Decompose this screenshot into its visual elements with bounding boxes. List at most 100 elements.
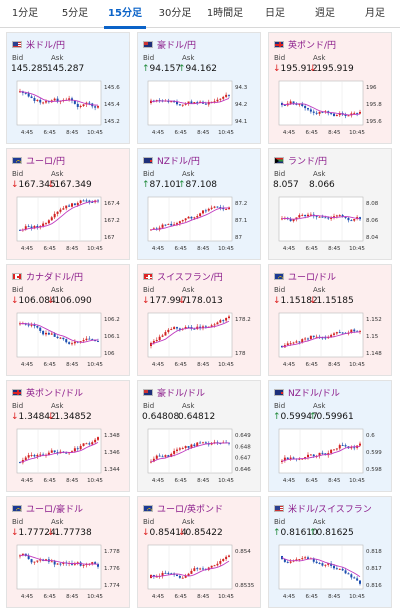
tab-6[interactable]: 日足 — [265, 8, 285, 19]
currency-card[interactable]: 豪ドル/ドル Bid Ask 0.64808 0.64812 0.649 0.648 0.64… — [137, 380, 261, 492]
y-tick-label: 1.346 — [104, 450, 120, 456]
arrow-up-icon: ↑ — [178, 180, 186, 190]
candle-body — [21, 459, 24, 463]
candle-body — [33, 98, 36, 101]
x-tick-label: 6:45 — [305, 478, 318, 484]
moving-average-line — [150, 207, 229, 231]
arrow-up-icon: ↑ — [142, 64, 150, 74]
bid-price: ↓1.77724 — [11, 528, 56, 538]
mini-chart[interactable]: 0.649 0.648 0.647 0.646 4:45 6:45 8:45 10:45 — [142, 427, 258, 489]
candle-body — [178, 328, 181, 330]
currency-card[interactable]: ユーロ/円 Bid Ask ↓167.345 ↓167.349 167.4 167.2 167… — [6, 148, 130, 260]
tab-4[interactable]: 30分足 — [158, 8, 192, 19]
candle-body — [321, 563, 324, 566]
candle-body — [50, 561, 53, 563]
x-tick-label: 8:45 — [66, 130, 79, 136]
candle-body — [324, 337, 327, 339]
mini-chart[interactable]: 1.778 1.776 1.774 4:45 6:45 8:45 10:45 — [11, 543, 127, 605]
mini-chart[interactable]: 196 195.8 195.6 4:45 6:45 8:45 10:45 — [273, 79, 389, 141]
mini-chart[interactable]: 0.854 0.8535 4:45 6:45 8:45 10:45 — [142, 543, 258, 605]
y-tick-label: 87 — [235, 235, 242, 241]
candle-body — [330, 334, 333, 338]
candle-body — [324, 564, 327, 566]
x-tick-label: 8:45 — [66, 478, 79, 484]
mini-chart[interactable]: 1.152 1.15 1.148 4:45 6:45 8:45 10:45 — [273, 311, 389, 373]
candle-body — [181, 447, 184, 449]
x-tick-label: 8:45 — [328, 478, 341, 484]
currency-card[interactable]: スイスフラン/円 Bid Ask ↓177.997 ↓178.013 178.2 178 4:… — [137, 264, 261, 376]
currency-card[interactable]: 米ドル/円 Bid Ask 145.285 145.287 145.6 145.4 145.2… — [6, 32, 130, 144]
currency-card[interactable]: ユーロ/英ポンド Bid Ask ↓0.85414 ↓0.85422 0.854 0.853… — [137, 496, 261, 608]
candle-body — [283, 559, 286, 562]
tab-3[interactable]: 15分足 — [100, 0, 150, 29]
candle-body — [330, 113, 333, 115]
card-title: カナダドル/円 — [12, 270, 125, 283]
ask-value: 178.013 — [185, 296, 223, 306]
candle-body — [335, 448, 338, 450]
candle-body — [283, 105, 286, 106]
mini-chart[interactable]: 145.6 145.4 145.2 4:45 6:45 8:45 10:45 — [11, 79, 127, 141]
candle-body — [176, 574, 178, 577]
currency-card[interactable]: 豪ドル/円 Bid Ask ↑94.157 ↑94.162 94.3 94.2 94.1 4:4… — [137, 32, 261, 144]
tab-1[interactable]: 1分足 — [11, 8, 39, 19]
mini-chart[interactable]: 167.4 167.2 167 4:45 6:45 8:45 10:45 — [11, 195, 127, 257]
candle-body — [204, 326, 207, 328]
mini-chart[interactable]: 8.08 8.06 8.04 4:45 6:45 8:45 10:45 — [273, 195, 389, 257]
tab-8[interactable]: 月足 — [365, 8, 385, 19]
ask-label: Ask — [313, 286, 326, 294]
candle-body — [59, 337, 62, 339]
x-tick-label: 8:45 — [197, 130, 210, 136]
candle-body — [36, 326, 39, 328]
y-tick-label: 145.6 — [104, 85, 120, 91]
candle-body — [298, 458, 301, 460]
candle-body — [333, 449, 335, 451]
mini-chart[interactable]: 106.2 106.1 106 4:45 6:45 8:45 10:45 — [11, 311, 127, 373]
ask-price: 0.64812 — [178, 412, 215, 422]
candle-body — [309, 454, 312, 456]
candle-body — [53, 213, 56, 218]
candle-body — [155, 576, 158, 578]
currency-card[interactable]: 英ポンド/ドル Bid Ask ↓1.34842 ↓1.34852 1.348 1.346 1… — [6, 380, 130, 492]
tab-2[interactable]: 5分足 — [61, 8, 89, 19]
y-tick-label: 8.08 — [366, 201, 379, 207]
candle-body — [353, 218, 356, 221]
ask-price: 8.066 — [309, 180, 335, 190]
mini-chart[interactable]: 1.348 1.346 1.344 4:45 6:45 8:45 10:45 — [11, 427, 127, 489]
currency-card[interactable]: ユーロ/豪ドル Bid Ask ↓1.77724 ↓1.77738 1.778 1.776 1… — [6, 496, 130, 608]
mini-chart-svg: 8.08 8.06 8.04 4:45 6:45 8:45 10:45 — [278, 196, 379, 252]
currency-card[interactable]: ランド/円 Bid Ask 8.057 8.066 8.08 8.06 8.04 4:45 6:4… — [268, 148, 392, 260]
mini-chart[interactable]: 0.818 0.817 0.816 4:45 6:45 8:45 10:45 — [273, 543, 389, 605]
candle-body — [199, 568, 202, 570]
bid-value: 1.34842 — [18, 412, 56, 422]
mini-chart[interactable]: 94.3 94.2 94.1 4:45 6:45 8:45 10:45 — [142, 79, 258, 141]
candle-body — [56, 98, 59, 102]
candle-body — [312, 335, 315, 337]
pair-name: 豪ドル/ドル — [157, 388, 206, 399]
mini-chart[interactable]: 178.2 178 4:45 6:45 8:45 10:45 — [142, 311, 258, 373]
x-tick-label: 6:45 — [174, 130, 187, 136]
flag-eu-icon — [12, 156, 22, 164]
arrow-down-icon: ↓ — [47, 412, 55, 422]
currency-card[interactable]: NZドル/ドル Bid Ask ↑0.59947 ↑0.59961 0.6 0.599 0.5… — [268, 380, 392, 492]
arrow-down-icon: ↓ — [309, 296, 317, 306]
y-tick-label: 8.04 — [366, 235, 379, 241]
flag-ch-icon — [143, 272, 153, 280]
bid-value: 1.15182 — [280, 296, 318, 306]
currency-card[interactable]: 米ドル/スイスフラン Bid Ask ↑0.81610 ↑0.81625 0.818 0.8… — [268, 496, 392, 608]
mini-chart-svg: 178.2 178 4:45 6:45 8:45 10:45 — [147, 312, 251, 368]
mini-chart[interactable]: 87.2 87.1 87 4:45 6:45 8:45 10:45 — [142, 195, 258, 257]
currency-card[interactable]: 英ポンド/円 Bid Ask ↓195.912 ↓195.919 196 195.8 195.… — [268, 32, 392, 144]
mini-chart[interactable]: 0.6 0.599 0.598 4:45 6:45 8:45 10:45 — [273, 427, 389, 489]
x-tick-label: 4:45 — [152, 478, 165, 484]
candle-body — [39, 327, 42, 331]
card-title: NZドル/円 — [143, 154, 256, 167]
y-tick-label: 1.344 — [104, 467, 120, 473]
currency-card[interactable]: NZドル/円 Bid Ask ↑87.101 ↑87.108 87.2 87.1 87 4:45… — [137, 148, 261, 260]
currency-card[interactable]: カナダドル/円 Bid Ask ↓106.084 ↓106.090 106.2 106.1 1… — [6, 264, 130, 376]
bid-value: 0.81610 — [280, 528, 318, 538]
arrow-down-icon: ↓ — [178, 528, 186, 538]
tab-5[interactable]: 1時間足 — [206, 8, 244, 19]
currency-card[interactable]: ユーロ/ドル Bid Ask ↓1.15182 ↓1.15185 1.152 1.15 1.1… — [268, 264, 392, 376]
x-tick-label: 4:45 — [152, 594, 165, 600]
tab-7[interactable]: 週足 — [315, 8, 335, 19]
